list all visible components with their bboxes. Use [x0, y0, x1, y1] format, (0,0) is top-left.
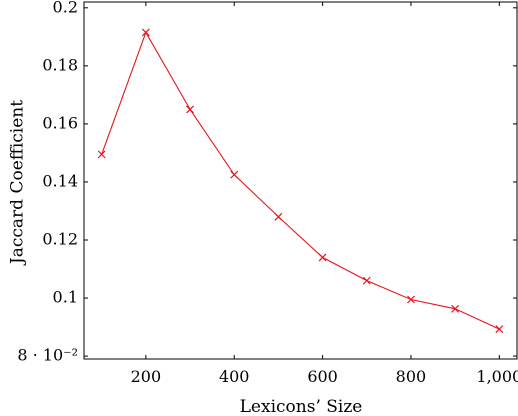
x-tick-label: 1,000	[476, 367, 518, 386]
series-line	[101, 31, 500, 330]
point-marker-stroke	[141, 28, 150, 37]
axes-layer: 200 400 600 800 1,000 8 · 10⁻² 0.1 0.12 0.14 0.16…	[17, 0, 518, 386]
y-tick-label: 0.12	[42, 230, 78, 249]
point-marker-stroke	[407, 295, 415, 304]
y-tick-label: 8 · 10⁻²	[17, 346, 78, 365]
y-tick-label: 0.1	[53, 288, 78, 307]
y-tick-label: 0.18	[42, 55, 78, 74]
y-axis-label-group: Jaccard Coefficient	[8, 100, 28, 266]
data-point	[407, 295, 415, 304]
point-marker-stroke	[318, 253, 327, 262]
y-tick-label: 0.16	[42, 113, 78, 132]
y-tick-label: 0.2	[53, 0, 78, 16]
data-point	[186, 105, 194, 114]
point-marker-stroke	[362, 276, 371, 285]
x-tick-label: 800	[396, 367, 427, 386]
x-tick-label: 200	[131, 367, 162, 386]
point-marker-stroke	[451, 304, 460, 313]
y-axis-label: Jaccard Coefficient	[8, 100, 28, 266]
point-marker-stroke	[274, 212, 283, 221]
data-point	[97, 150, 106, 159]
x-axis-label: Lexicons’ Size	[240, 397, 363, 416]
data-point	[451, 304, 460, 313]
point-marker-stroke	[495, 325, 504, 334]
data-layer	[97, 28, 504, 334]
x-tick-label: 600	[307, 367, 338, 386]
data-point	[318, 253, 327, 262]
x-tick-label: 400	[219, 367, 250, 386]
y-tick-label: 0.14	[42, 171, 78, 190]
point-marker-stroke	[186, 105, 194, 114]
point-marker-stroke	[230, 170, 239, 179]
data-point	[141, 28, 150, 37]
point-marker-stroke	[97, 150, 106, 159]
data-point	[230, 170, 239, 179]
data-point	[362, 276, 371, 285]
data-point	[274, 212, 283, 221]
plot-frame	[83, 1, 518, 360]
data-point	[495, 325, 504, 334]
